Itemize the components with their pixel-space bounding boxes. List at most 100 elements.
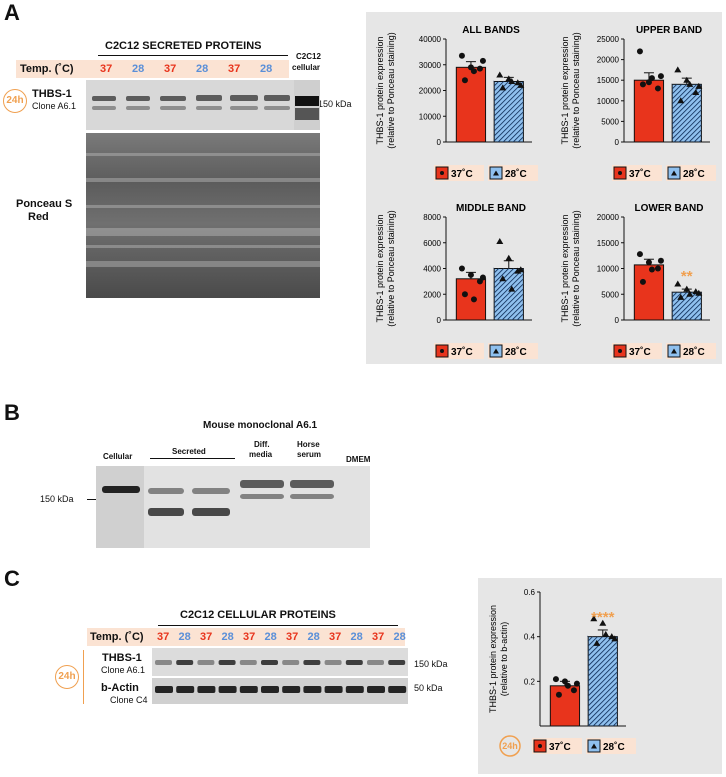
chart2-ylabel: THBS-1 protein expression(relative to Po…: [375, 210, 396, 327]
chart4-legend-label-0: 37˚C: [549, 741, 571, 753]
actin-band-10: [367, 686, 385, 693]
chart3-significance: **: [681, 268, 693, 285]
chart4-pt28-3: [593, 639, 601, 646]
chart2-ylabel-line-1: (relative to Ponceau staining): [386, 210, 396, 327]
chart1-pt28-0: [674, 66, 682, 73]
chart4-ylabel: THBS-1 protein expression(relative to b-…: [488, 605, 509, 713]
chart2-ytick-label-3: 6000: [423, 239, 441, 248]
header-rule-c: [158, 625, 398, 626]
chart2-legend-label-0: 37˚C: [451, 346, 473, 358]
c-temp-10: 37: [372, 631, 385, 643]
chart4-ytick-label-2: 0.6: [524, 588, 536, 597]
chart1-pt37-4: [648, 75, 655, 82]
chart3-pt37-4: [648, 266, 655, 273]
badge-24h-a: 24h: [3, 89, 27, 113]
thbs1-band-4: [239, 660, 257, 665]
chart0-ylabel: THBS-1 protein expression(relative to Po…: [375, 32, 396, 149]
chart3-title: LOWER BAND: [635, 203, 704, 214]
chart2-pt28-3: [499, 275, 507, 282]
lane-horse-1: Horse: [297, 440, 320, 449]
chart4-pt28-1: [599, 619, 607, 626]
c-temp-8: 37: [329, 631, 342, 643]
chart3-legend-mark-1: [671, 348, 677, 354]
chart1-pt37-5: [657, 73, 664, 80]
actin-label-c: b-Actin: [101, 682, 139, 694]
chart1-pt28-4: [686, 80, 694, 87]
ponceau-blot: [86, 133, 320, 298]
c-temp-0: 37: [157, 631, 170, 643]
chart2-legend-mark-0: [440, 349, 444, 353]
panel-c-chart: THBS-1 protein expression(relative to b-…: [488, 588, 636, 757]
chart2-pt28-5: [517, 266, 525, 273]
chart3-ytick-label-1: 5000: [601, 290, 619, 299]
lane-diff-2: media: [249, 450, 273, 459]
chart4-bar-hatch: [587, 635, 618, 727]
chart0-pt28-1: [505, 75, 513, 82]
chart4-pt37-2: [570, 687, 577, 694]
badge-24h-c: 24h: [55, 665, 79, 689]
thbs1-band-0: [155, 660, 172, 665]
temp-values-c: 37 28 37 28 37 28 37 28 37 28 37 28: [157, 631, 406, 645]
chart2-ylabel-line-0: THBS-1 protein expression: [375, 214, 385, 322]
actin-band-8: [324, 686, 343, 693]
a-temp-4: 37: [228, 63, 241, 75]
chart2-pt28-4: [508, 285, 516, 292]
actin-band-0: [155, 686, 173, 693]
chart1-ytick-label-0: 0: [615, 138, 620, 147]
chart2-ytick-label-2: 4000: [423, 265, 441, 274]
chart4-legend-mark-0: [538, 744, 542, 748]
panel-a-header: C2C12 SECRETED PROTEINS: [105, 40, 262, 52]
chart4-ytick-label-1: 0.4: [524, 633, 536, 642]
chart3-ytick-label-3: 15000: [597, 239, 620, 248]
temp-values-a: 37 28 37 28 37 28: [100, 63, 285, 77]
chart-c-badge-ring: [499, 735, 521, 757]
temp-label-c: Temp. (˚C): [90, 631, 144, 643]
marker-150-a: 150 kDa: [318, 99, 352, 109]
chart4-ytick-label-0: 0.2: [524, 677, 536, 686]
c-temp-11: 28: [393, 631, 406, 643]
thbs1-band-7: [303, 660, 321, 665]
c-temp-4: 37: [243, 631, 256, 643]
protein-label-a: THBS-1: [32, 88, 72, 100]
chart1-title: UPPER BAND: [636, 25, 702, 36]
actin-band-4: [239, 686, 258, 693]
marker-150-c: 150 kDa: [414, 659, 448, 669]
chart0-pt28-4: [508, 77, 516, 84]
thbs1-band-6: [282, 660, 300, 665]
chart1-legend-label-0: 37˚C: [629, 168, 651, 180]
cellular-label-1: C2C12: [296, 52, 321, 61]
chart4-legend-label-1: 28˚C: [603, 741, 625, 753]
chart3-ylabel: THBS-1 protein expression(relative to Po…: [560, 210, 581, 327]
chart0-title: ALL BANDS: [462, 25, 520, 36]
temp-row-c: [87, 628, 405, 646]
protein-label-c: THBS-1: [102, 652, 142, 664]
a-temp-1: 28: [132, 63, 145, 75]
chart1-ytick-label-4: 20000: [597, 56, 620, 65]
actin-band-11: [388, 686, 407, 693]
clone-label-c: Clone A6.1: [101, 665, 146, 675]
chart2-pt37-0: [458, 265, 465, 272]
c-temp-9: 28: [350, 631, 363, 643]
chart2-pt28-0: [496, 237, 504, 244]
chart0-legend-mark-1: [493, 170, 499, 176]
header-rule: [98, 55, 288, 56]
chart3-pt37-5: [657, 257, 664, 264]
panel-c-letter: C: [4, 566, 20, 591]
chart1-ylabel: THBS-1 protein expression(relative to Po…: [560, 32, 581, 149]
chart3-legend-mark-0: [618, 349, 622, 353]
blot-c: [152, 648, 408, 704]
lane-diff-1: Diff.: [254, 440, 270, 449]
chart0-ylabel-line-1: (relative to Ponceau staining): [386, 32, 396, 149]
chart2-ytick-label-4: 8000: [423, 213, 441, 222]
actin-clone-label-c: Clone C4: [110, 695, 148, 705]
thbs1-band-5: [261, 660, 278, 665]
chart2-pt37-5: [479, 274, 486, 281]
chart3-ytick-label-0: 0: [615, 316, 620, 325]
chart3-bar-0: [633, 264, 665, 321]
chart0-pt28-2: [514, 79, 522, 86]
stain-label-2: Red: [28, 211, 49, 223]
a-temp-2: 37: [164, 63, 177, 75]
thbs1-blot-a: [86, 80, 320, 130]
thbs1-band-10: [367, 660, 384, 665]
chart2-pt37-1: [467, 271, 474, 278]
